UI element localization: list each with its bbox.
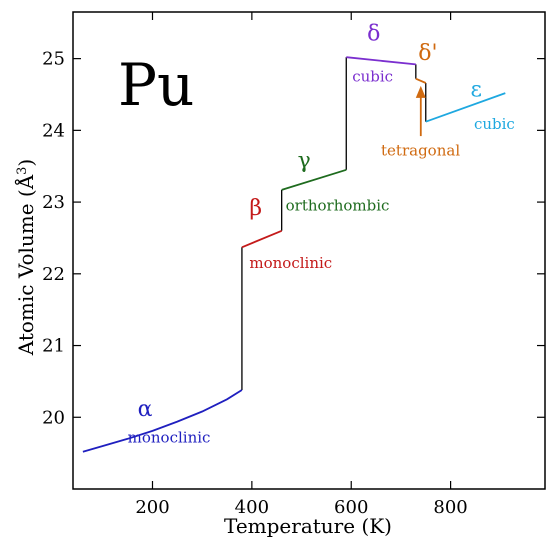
series-beta-line (241, 229, 283, 249)
beta-symbol: β (249, 196, 262, 221)
gamma-symbol: γ (298, 149, 311, 174)
series-alpha-line (82, 389, 243, 453)
x-tick-label: 200 (135, 497, 169, 518)
y-tick-label: 25 (42, 49, 65, 70)
gamma-structure: orthorhombic (286, 197, 390, 215)
chart-title: Pu (118, 51, 194, 119)
deltaprime-symbol: δ' (418, 41, 437, 66)
y-tick-label: 20 (42, 407, 65, 428)
axes: 200 400 600 800 20 21 22 23 24 25 (42, 11, 546, 518)
series-gamma-line (281, 168, 347, 191)
y-tick-label: 24 (42, 120, 65, 141)
beta-structure: monoclinic (249, 254, 332, 272)
x-axis-title: Temperature (K) (224, 514, 392, 538)
plot-frame (72, 11, 546, 490)
epsilon-structure: cubic (474, 115, 515, 133)
delta-symbol: δ (367, 22, 380, 47)
series-deltaprime-line (415, 77, 427, 84)
annotations: α monoclinic β monoclinic γ orthorhombic δ cubi… (128, 22, 515, 447)
x-tick-label: 800 (433, 497, 467, 518)
x-tick-label: 400 (235, 497, 269, 518)
y-axis-title-main: Atomic Volume (Å (13, 174, 38, 356)
alpha-structure: monoclinic (128, 428, 211, 446)
series-lines (82, 56, 506, 453)
y-tick-label: 22 (42, 264, 65, 285)
y-axis-title-close: ) (14, 159, 38, 167)
epsilon-symbol: ε (470, 78, 481, 103)
series-delta-line (346, 56, 416, 66)
y-tick-label: 23 (42, 192, 65, 213)
alpha-symbol: α (138, 397, 153, 422)
y-axis-title: Atomic Volume (Å3) (13, 159, 38, 357)
y-tick-label: 21 (42, 336, 65, 357)
x-tick-label: 600 (334, 497, 368, 518)
tetragonal-arrow-head (415, 85, 426, 98)
delta-structure: cubic (352, 68, 393, 86)
series-epsilon-line (425, 92, 506, 123)
y-axis-title-sup: 3 (15, 167, 30, 175)
tetragonal-label: tetragonal (381, 141, 460, 159)
